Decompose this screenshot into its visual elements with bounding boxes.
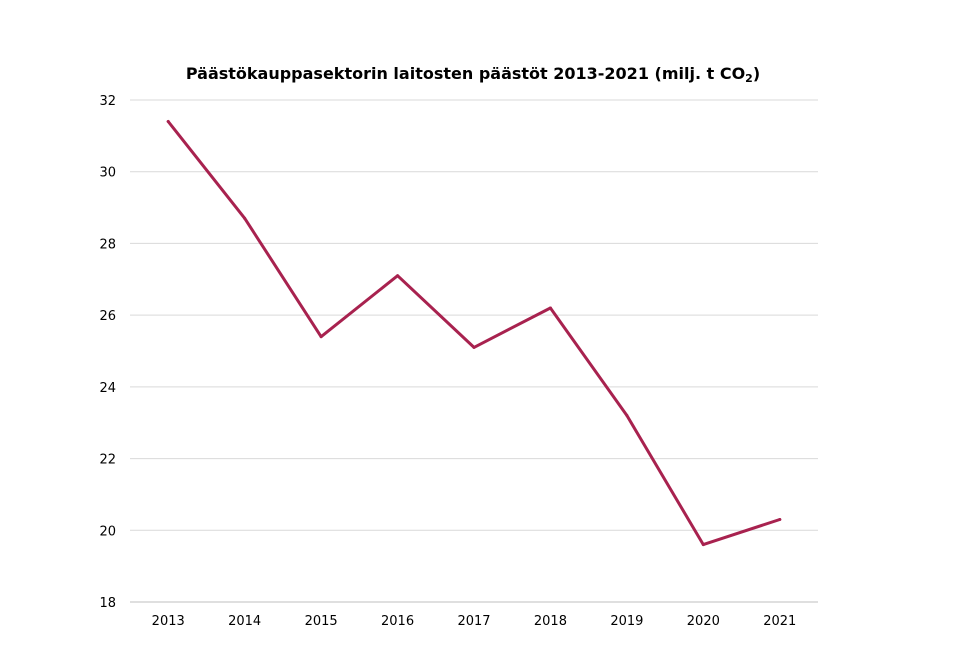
y-tick-label: 30 [99,166,116,181]
data-point [243,216,247,220]
y-tick-label: 32 [99,94,116,109]
y-axis: 18 20 22 24 26 28 30 32 [99,94,116,611]
x-tick-label: 2017 [457,614,490,629]
x-tick-label: 2021 [763,614,796,629]
data-point [548,306,552,310]
chart-title-subscript: 2 [745,72,753,85]
y-tick-label: 20 [99,524,116,539]
x-axis: 2013 2014 2015 2016 2017 2018 2019 2020 2021 [130,601,818,629]
data-point [396,274,400,278]
x-tick-label: 2014 [228,614,261,629]
chart-title: Päästökauppasektorin laitosten päästöt 2… [0,64,946,85]
series-layer [166,120,782,547]
x-tick-label: 2020 [687,614,720,629]
y-tick-label: 18 [99,596,116,611]
y-tick-label: 24 [99,381,116,396]
series-line-0 [166,120,782,547]
chart-title-close: ) [752,64,761,83]
chart-title-main: Päästökauppasektorin laitosten päästöt 2… [185,64,746,83]
x-tick-label: 2019 [610,614,643,629]
gridlines [130,99,818,531]
x-tick-label: 2015 [305,614,338,629]
y-tick-label: 26 [99,309,116,324]
data-point [319,335,323,339]
y-tick-label: 22 [99,453,116,468]
x-tick-label: 2013 [152,614,185,629]
data-point [701,543,705,547]
x-tick-label: 2018 [534,614,567,629]
data-point [778,518,782,522]
data-point [625,414,629,418]
y-tick-label: 28 [99,237,116,252]
data-point [472,345,476,349]
x-tick-label: 2016 [381,614,414,629]
data-point [166,120,170,124]
